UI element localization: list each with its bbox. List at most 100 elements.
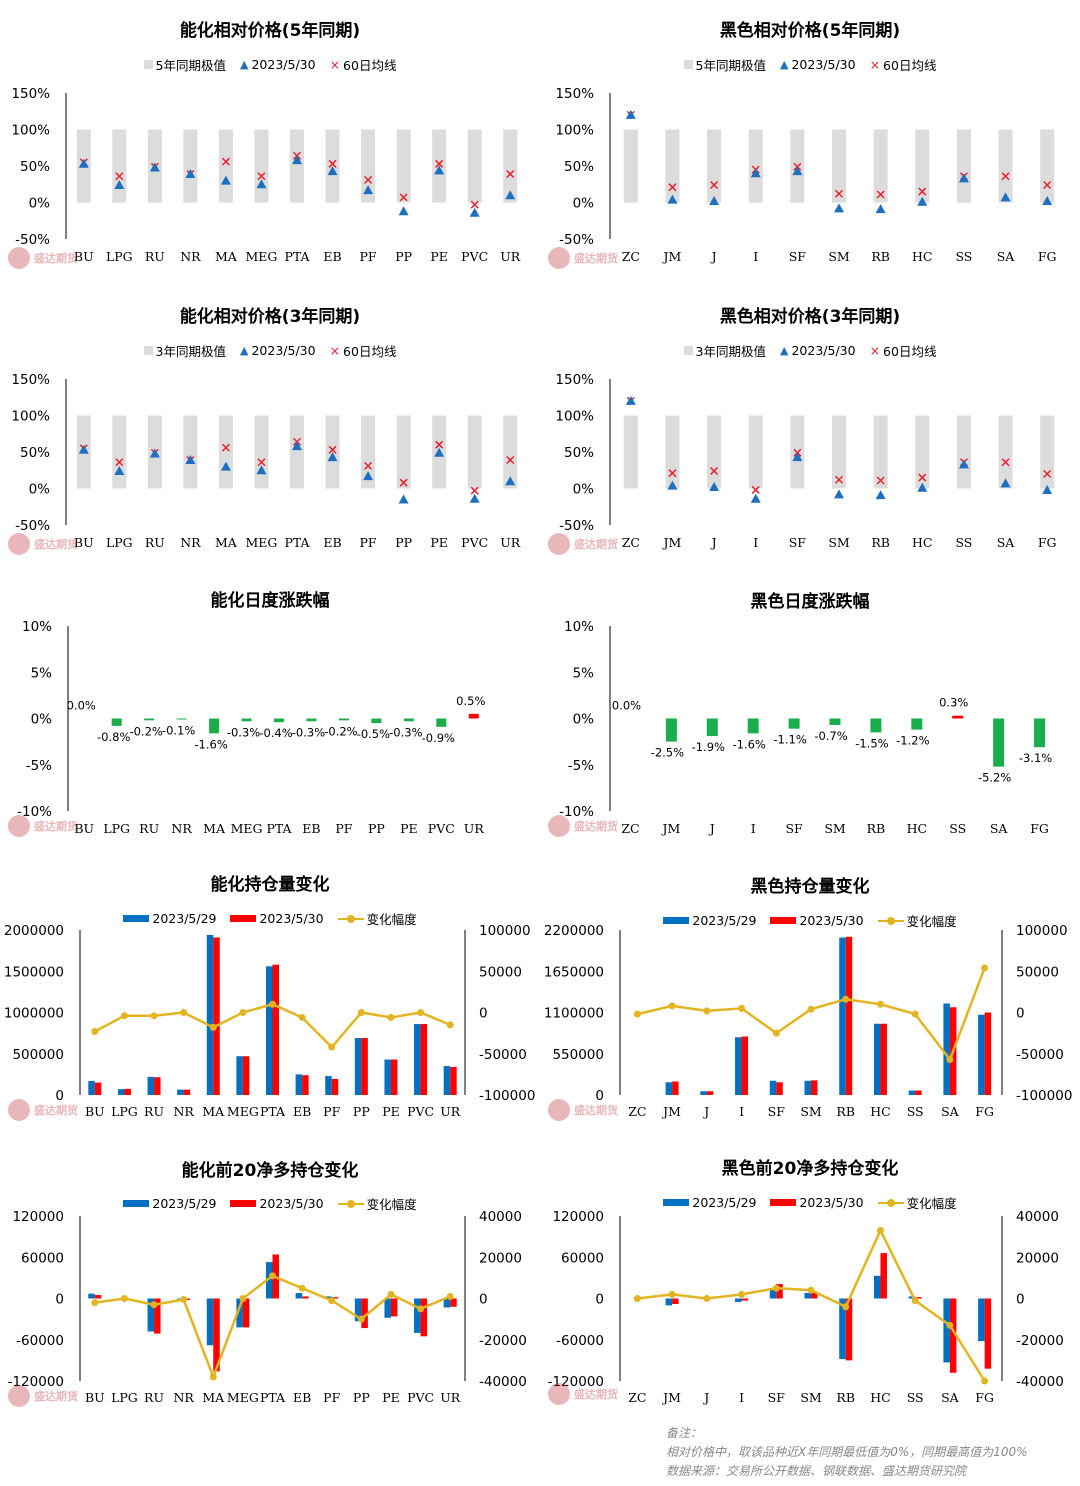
current-marker xyxy=(327,166,338,176)
x-tick-label: SA xyxy=(941,1104,960,1119)
x-tick-label: PF xyxy=(323,1104,340,1119)
x-tick-label: LPG xyxy=(106,535,133,550)
watermark: 盛达期货 xyxy=(548,533,618,555)
ma60-marker xyxy=(668,469,677,478)
chart-black-rel5: 150% 100% 50% 0% -50% ZC JM J I SF SM RB HC SS SA FG xyxy=(555,86,1056,264)
ma60-marker xyxy=(221,443,230,452)
bar-d2 xyxy=(915,1297,922,1299)
y-tick-label: 500000 xyxy=(12,1047,64,1063)
y-tick-label: 0% xyxy=(573,196,595,212)
current-marker xyxy=(398,494,409,504)
change-point xyxy=(668,1002,676,1010)
bar-d2 xyxy=(420,1024,428,1095)
y-tick-label: -50000 xyxy=(479,1047,527,1063)
legend-range: 3年同期极值 xyxy=(683,341,766,360)
ma60-marker xyxy=(1043,180,1052,190)
bar-d2 xyxy=(242,1056,250,1095)
change-point xyxy=(842,995,850,1003)
ma60-marker xyxy=(257,172,266,181)
current-marker xyxy=(114,465,125,475)
bar-d1 xyxy=(147,1076,155,1095)
range-swatch xyxy=(683,346,693,355)
range-bar xyxy=(467,129,482,203)
panel-energy-daily: 能化日度涨跌幅 10% 5% 0% -5% -10% 0.0% -0.8% -0.2% -0.1… xyxy=(0,572,540,852)
range-bar xyxy=(707,129,722,203)
ma60-marker xyxy=(115,172,124,181)
bar-d1 xyxy=(665,1298,673,1306)
change-point xyxy=(239,1009,247,1016)
x-tick-label: FG xyxy=(975,1390,994,1405)
y-tick-label: -20000 xyxy=(479,1333,527,1349)
watermark: 盛达期货 xyxy=(548,815,618,837)
data-label: -0.7% xyxy=(814,729,847,743)
chart-energy-net: 120000 60000 0 -60000 -120000 40000 20000 0 -200… xyxy=(8,1209,527,1405)
legend-d1: 2023/5/29 xyxy=(123,1196,216,1211)
daily-bar xyxy=(665,718,677,742)
current-marker xyxy=(256,179,267,189)
y-tick-label: -50% xyxy=(559,232,594,248)
bar-d2 xyxy=(880,1023,887,1095)
x-tick-label: UR xyxy=(500,535,521,550)
red-swatch xyxy=(230,915,257,922)
change-point xyxy=(946,1321,954,1329)
current-marker xyxy=(149,448,160,458)
x-tick-label: RU xyxy=(144,1390,164,1405)
daily-bar xyxy=(952,715,964,719)
x-tick-label: ZC xyxy=(628,1390,646,1405)
ma60-marker xyxy=(751,485,760,494)
triangle-icon: ▲ xyxy=(780,58,789,71)
x-tick-label: EB xyxy=(323,249,341,264)
range-bar xyxy=(1040,415,1055,489)
x-tick-label: I xyxy=(751,821,756,836)
chart-energy-rel3: 150% 100% 50% 0% -50% BU LPG RU NR MA MEG PTA EB PF PP… xyxy=(11,372,521,550)
bar-d1 xyxy=(206,934,214,1095)
y-tick-label: -60000 xyxy=(556,1333,604,1349)
chart-title: 能化相对价格(5年同期) xyxy=(179,21,361,41)
daily-bar xyxy=(829,718,841,725)
change-point xyxy=(703,1295,711,1302)
x-tick-label: MA xyxy=(215,535,238,550)
blue-swatch xyxy=(123,915,150,922)
y-tick-label: 50% xyxy=(564,445,594,461)
change-point xyxy=(772,1029,780,1037)
y-tick-label: 0 xyxy=(479,1006,488,1022)
ma60-marker xyxy=(1043,469,1052,478)
x-tick-label: PTA xyxy=(284,535,310,550)
bar-d1 xyxy=(943,1298,950,1363)
bar-d2 xyxy=(741,1298,749,1301)
bar-d2 xyxy=(361,1038,368,1095)
watermark: 盛达期货 xyxy=(8,1099,78,1121)
y-tick-label: 150% xyxy=(555,372,594,388)
logo-icon xyxy=(548,247,570,269)
y-tick-label: 120000 xyxy=(12,1209,64,1225)
daily-bar xyxy=(993,718,1005,767)
range-bar xyxy=(325,415,340,489)
x-tick-label: RU xyxy=(145,249,165,264)
x-tick-label: EB xyxy=(323,535,341,550)
x-tick-label: MEG xyxy=(227,1104,259,1119)
watermark: 盛达期货 xyxy=(8,247,78,269)
x-tick-label: SA xyxy=(990,821,1009,836)
bar-d2 xyxy=(390,1059,398,1095)
x-tick-label: SS xyxy=(955,535,972,550)
bar-d1 xyxy=(839,937,846,1095)
x-tick-label: BU xyxy=(74,535,94,550)
y-tick-label: 0% xyxy=(573,712,595,728)
ma60-marker xyxy=(1001,172,1010,181)
data-label: -0.3% xyxy=(292,725,325,739)
x-tick-label: ZC xyxy=(622,535,640,550)
legend-range: 3年同期极值 xyxy=(143,341,226,360)
y-tick-label: 50% xyxy=(564,159,594,175)
chart-title: 能化日度涨跌幅 xyxy=(210,591,330,611)
x-tick-label: LPG xyxy=(111,1104,138,1119)
range-bar xyxy=(998,415,1013,489)
bar-d2 xyxy=(776,1082,783,1095)
ma60-marker xyxy=(328,159,337,168)
x-tick-label: JM xyxy=(662,249,682,264)
bar-d1 xyxy=(88,1293,95,1299)
x-tick-label: HC xyxy=(870,1390,890,1405)
legend-d2: 2023/5/30 xyxy=(230,911,324,926)
ma60-marker xyxy=(399,193,408,202)
x-tick-label: SF xyxy=(789,249,807,264)
change-point xyxy=(120,1012,128,1020)
